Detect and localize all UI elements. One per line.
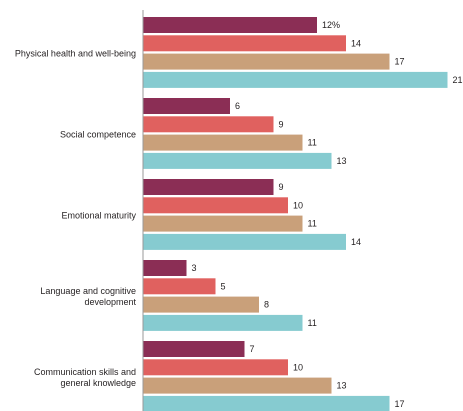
category-label: development [84, 297, 136, 307]
data-label: 7 [250, 344, 255, 354]
bar [143, 35, 346, 52]
data-label: 11 [308, 138, 317, 148]
data-label: 14 [351, 38, 361, 48]
bar [143, 278, 216, 295]
data-label: 6 [235, 101, 240, 111]
category-label: general knowledge [60, 378, 136, 388]
bar [143, 341, 245, 357]
data-label: 13 [337, 381, 347, 391]
data-label: 13 [337, 156, 347, 166]
data-label: 9 [279, 182, 284, 192]
bar [143, 296, 259, 313]
bar [143, 98, 230, 114]
bar [143, 359, 288, 376]
data-label: 11 [308, 219, 317, 229]
bar [143, 17, 317, 33]
data-label: 10 [293, 200, 303, 210]
data-label: 9 [279, 119, 284, 129]
bar [143, 152, 332, 169]
bar [143, 197, 288, 214]
category-label: Emotional maturity [61, 211, 136, 221]
data-label: 21 [453, 75, 463, 85]
data-label: 12% [322, 20, 340, 30]
bar [143, 134, 303, 151]
bar [143, 395, 390, 411]
data-label: 11 [308, 318, 317, 328]
bar [143, 179, 274, 195]
bar [143, 260, 187, 276]
bar [143, 377, 332, 394]
data-label: 14 [351, 237, 361, 247]
category-label: Communication skills and [34, 367, 136, 377]
bar [143, 215, 303, 232]
bars-layer [143, 17, 448, 411]
data-label: 10 [293, 362, 303, 372]
category-label: Language and cognitive [40, 286, 136, 296]
data-label: 3 [192, 263, 197, 273]
category-label: Physical health and well-being [15, 49, 136, 59]
data-label: 17 [395, 57, 405, 67]
data-label: 8 [264, 300, 269, 310]
data-label: 5 [221, 281, 226, 291]
data-label: 17 [395, 399, 405, 409]
bar [143, 53, 390, 70]
bar [143, 233, 346, 250]
bar [143, 71, 448, 88]
bar [143, 314, 303, 331]
labels-layer: Physical health and well-being 12% 14 17 21 S… [15, 20, 463, 409]
bar [143, 116, 274, 133]
category-label: Social competence [60, 130, 136, 140]
